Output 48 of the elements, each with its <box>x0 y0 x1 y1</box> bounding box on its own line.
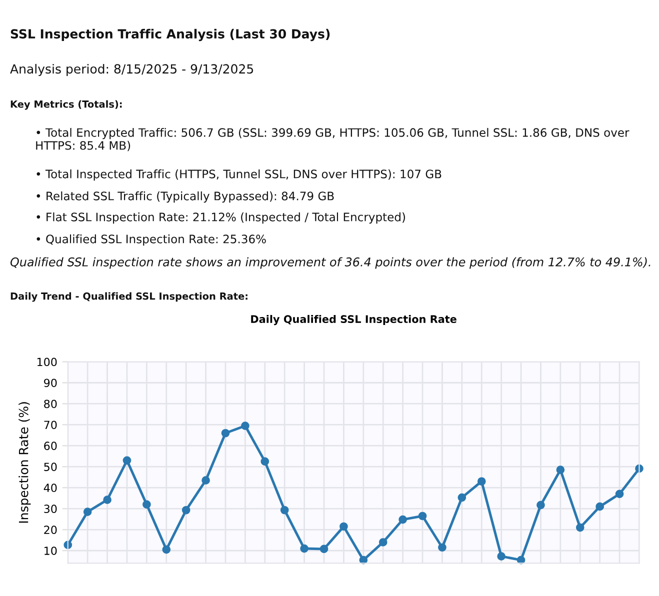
text: Analysis period: 8/15/2025 - 9/13/2025 <box>10 64 254 76</box>
point <box>241 422 250 430</box>
point <box>340 522 348 531</box>
point <box>378 538 388 546</box>
point <box>596 502 604 511</box>
chart-title: Daily Qualified SSL Inspection Rate <box>251 314 456 326</box>
point <box>497 552 506 560</box>
point <box>280 506 289 514</box>
y-tick-label: 20 <box>44 526 57 534</box>
text: Key Metrics (Totals): <box>10 100 122 110</box>
y-tick-label: 40 <box>44 484 57 492</box>
y-axis-title: Inspection Rate (%) <box>18 402 31 523</box>
point <box>221 428 230 438</box>
y-tick-label: 50 <box>44 462 57 472</box>
y-tick-label: 10 <box>44 546 57 556</box>
text: • Qualified SSL Inspection Rate: 25.36% <box>36 234 266 246</box>
point <box>122 456 132 465</box>
point <box>458 493 466 502</box>
text: Qualified SSL inspection rate shows an improvement of 36.4 points over the period (from 12.7% to 49.1%). <box>10 257 650 269</box>
point <box>556 466 565 474</box>
point <box>477 477 486 486</box>
point <box>438 543 446 552</box>
text: Daily Trend - Qualified SSL Inspection Rate: <box>10 292 248 302</box>
point <box>182 506 190 514</box>
point <box>162 545 171 554</box>
y-tick-label: 60 <box>44 442 57 450</box>
y-tick-label: 100 <box>37 358 57 366</box>
point <box>103 496 112 504</box>
point <box>83 508 92 516</box>
text: • Total Inspected Traffic (HTTPS, Tunnel SSL, DNS over HTTPS): 107 GB <box>36 169 442 181</box>
y-tick-label: 90 <box>44 378 57 388</box>
text: • Related SSL Traffic (Typically Bypassed): 84.79 GB <box>36 191 334 203</box>
point <box>260 457 270 466</box>
text: • Total Encrypted Traffic: 506.7 GB (SSL: 399.69 GB, HTTPS: 105.06 GB, Tunnel SSL: 1.86 GB, DNS over HTTPS: 85.4 MB) <box>36 128 630 152</box>
point <box>300 544 308 553</box>
point <box>202 476 210 484</box>
point <box>142 500 151 509</box>
point <box>576 523 584 532</box>
text: • Flat SSL Inspection Rate: 21.12% (Inspected / Total Encrypted) <box>36 212 405 224</box>
point <box>536 500 545 510</box>
text: SSL Inspection Traffic Analysis (Last 30 Days) <box>10 28 330 42</box>
y-tick-label: 70 <box>44 420 57 430</box>
point <box>418 512 427 520</box>
point <box>320 544 328 554</box>
y-tick-label: 80 <box>44 400 57 408</box>
point <box>615 490 624 498</box>
y-tick-label: 30 <box>44 504 57 514</box>
point <box>398 515 407 524</box>
